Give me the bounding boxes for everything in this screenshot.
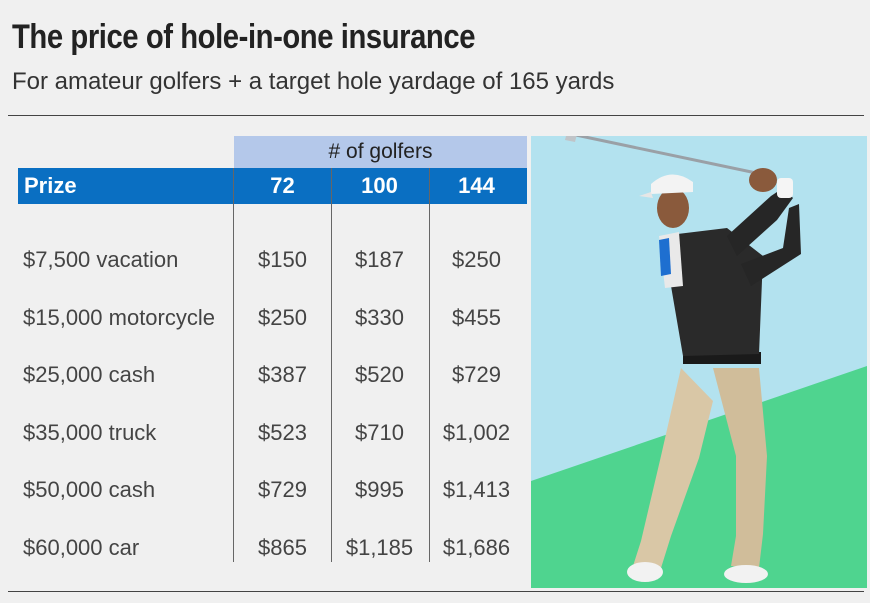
table-row: $15,000 motorcycle $250 $330 $455 — [0, 297, 530, 337]
price-cell: $995 — [355, 477, 404, 503]
column-divider — [429, 168, 430, 562]
price-cell: $520 — [355, 362, 404, 388]
golfer-sleeve-stripe — [659, 238, 671, 276]
price-cell: $729 — [452, 362, 501, 388]
price-cell: $1,686 — [442, 535, 511, 560]
table-row: $35,000 truck $523 $710 $1,002 — [0, 412, 530, 452]
golf-club-head — [565, 136, 577, 142]
price-cell: $710 — [355, 419, 404, 445]
price-cell: $187 — [355, 247, 404, 272]
price-cell: $387 — [258, 362, 307, 388]
chart-subtitle: For amateur golfers + a target hole yard… — [12, 68, 615, 95]
column-header-144: 144 — [458, 173, 495, 198]
golfer-face — [657, 188, 689, 228]
golfer-right-leg — [713, 368, 767, 568]
column-divider — [331, 168, 332, 562]
group-header-golfers: # of golfers — [234, 136, 527, 168]
price-cell: $330 — [355, 304, 404, 330]
price-cell: $1,002 — [442, 419, 511, 445]
bottom-rule — [8, 591, 864, 592]
prize-label: $60,000 car — [23, 535, 140, 560]
chart-title: The price of hole-in-one insurance — [12, 18, 476, 56]
price-cell: $729 — [258, 477, 307, 503]
grass-background — [531, 366, 867, 588]
column-divider — [233, 168, 234, 562]
price-cell: $1,185 — [345, 535, 414, 560]
golfer-photo — [531, 136, 867, 588]
price-cell: $1,413 — [442, 477, 511, 503]
golfer-arm-front — [727, 188, 793, 256]
price-cell: $150 — [258, 247, 307, 272]
table-row: $60,000 car $865 $1,185 $1,686 — [0, 527, 530, 567]
table-header-row: Prize 72 100 144 — [18, 168, 527, 204]
golfer-cap-brim — [639, 192, 653, 198]
golfer-cap — [651, 174, 693, 194]
price-cell: $455 — [452, 304, 501, 330]
top-rule — [8, 115, 864, 116]
prize-label: $15,000 motorcycle — [23, 304, 215, 330]
price-cell: $250 — [258, 304, 307, 330]
golfer-arm-back — [741, 204, 801, 286]
table-row: $7,500 vacation $150 $187 $250 — [0, 239, 530, 279]
prize-label: $25,000 cash — [23, 362, 156, 388]
golfer-hand — [749, 168, 777, 192]
golf-club-shaft — [573, 136, 762, 176]
golfer-left-leg — [633, 368, 713, 568]
column-header-100: 100 — [361, 173, 398, 198]
column-header-prize: Prize — [24, 173, 77, 198]
golfer-shoe-left — [627, 562, 663, 582]
golfer-shoe-right — [724, 565, 768, 583]
price-cell: $523 — [258, 419, 307, 445]
golfer-glove — [777, 178, 793, 198]
prize-label: $7,500 vacation — [23, 247, 179, 272]
golfer-shirt — [661, 228, 763, 356]
prize-label: $35,000 truck — [23, 419, 157, 445]
column-header-72: 72 — [270, 173, 295, 198]
prize-label: $50,000 cash — [23, 477, 156, 503]
price-cell: $250 — [452, 247, 501, 272]
golfer-illustration — [531, 136, 867, 588]
table-row: $25,000 cash $387 $520 $729 — [0, 354, 530, 394]
price-cell: $865 — [258, 535, 307, 560]
table-row: $50,000 cash $729 $995 $1,413 — [0, 469, 530, 509]
